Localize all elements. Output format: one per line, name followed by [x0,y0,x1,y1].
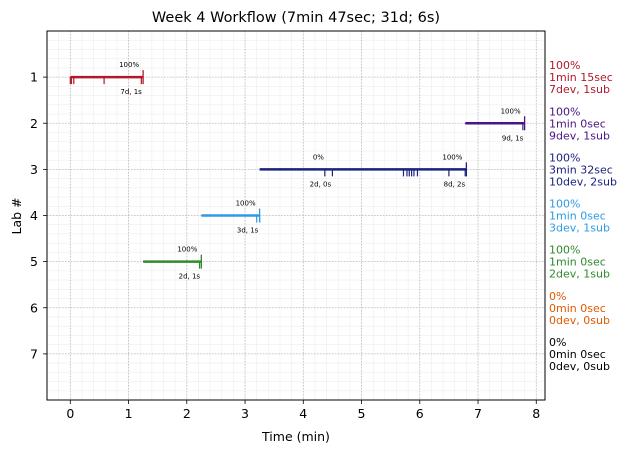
lab-summary-line: 3dev, 1sub [549,222,610,235]
segment-count-label: 8d, 2s [444,180,466,188]
lab-summary-line: 100% [549,151,580,164]
lab-summary-line: 1min 0sec [549,117,606,130]
x-axis-label: Time (min) [261,429,330,444]
segment-percent-label: 0% [313,153,324,161]
y-tick-label: 7 [30,346,38,361]
lab-summary-line: 1min 0sec [549,210,606,223]
segment-count-label: 9d, 1s [502,134,524,142]
y-tick-label: 6 [30,300,38,315]
x-tick-label: 5 [358,406,366,421]
lab-summary-line: 0min 0sec [549,302,606,315]
grid [46,31,545,400]
lab-summary-line: 100% [549,59,580,72]
lab-summary-line: 2dev, 1sub [549,268,610,281]
lab-summary-line: 0dev, 0sub [549,360,610,373]
lab-summary-line: 100% [549,244,580,257]
segment-percent-label: 100% [177,246,197,254]
segment-count-label: 3d, 1s [237,227,259,235]
lab-summary-line: 0% [549,336,566,349]
segment-count-label: 2d, 0s [310,180,332,188]
segment-percent-label: 100% [119,61,139,69]
lab-summary-line: 100% [549,105,580,118]
x-axis: 0 1 2 3 4 5 6 7 8 [66,400,540,421]
x-tick-label: 8 [532,406,540,421]
lab-summary-line: 0% [549,290,566,303]
segment-count-label: 7d, 1s [120,88,142,96]
x-tick-label: 4 [299,406,307,421]
lab-summary-line: 3min 32sec [549,163,613,176]
lab-summary-line: 100% [549,198,580,211]
y-tick-label: 4 [30,208,38,223]
lab-summary-line: 0dev, 0sub [549,314,610,327]
lab-summary-line: 1min 15sec [549,71,613,84]
y-tick-label: 3 [30,162,38,177]
chart-title: Week 4 Workflow (7min 47sec; 31d; 6s) [152,10,440,26]
lab-summary-line: 0min 0sec [549,348,606,361]
segment-percent-label: 100% [236,200,256,208]
x-tick-label: 0 [66,406,74,421]
x-tick-label: 6 [416,406,424,421]
segment-percent-label: 100% [442,153,462,161]
y-tick-label: 5 [30,254,38,269]
lab-summary-line: 1min 0sec [549,256,606,269]
y-axis-label: Lab # [9,197,24,234]
lab-summary-line: 9dev, 1sub [549,129,610,142]
x-tick-label: 3 [241,406,249,421]
y-axis: 1 2 3 4 5 6 7 [30,70,47,361]
lab-bars: 100% 7d, 1s 100% 9d, 1s 0% 2d, 0s 100% 8d, 2s 10… [69,61,526,281]
lab-summary-line: 7dev, 1sub [549,83,610,96]
segment-percent-label: 100% [501,107,521,115]
segment-count-label: 2d, 1s [179,273,201,281]
x-tick-label: 7 [474,406,482,421]
y-tick-label: 1 [30,70,38,85]
x-tick-label: 1 [125,406,133,421]
x-tick-label: 2 [183,406,191,421]
y-tick-label: 2 [30,116,38,131]
lab-summary-line: 10dev, 2sub [549,175,617,188]
